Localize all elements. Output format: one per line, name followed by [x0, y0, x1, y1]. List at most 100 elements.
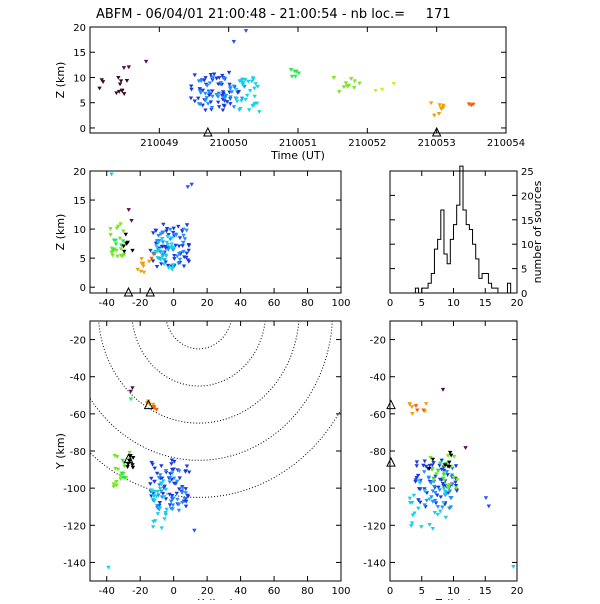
source-point: [246, 108, 252, 112]
source-point: [198, 102, 203, 107]
source-point: [228, 97, 233, 101]
source-point: [141, 270, 147, 275]
source-point: [181, 227, 186, 232]
source-point: [165, 263, 171, 268]
source-point: [169, 242, 174, 247]
source-point: [224, 100, 230, 104]
source-point: [238, 79, 244, 83]
y-tick-label: -60: [370, 410, 386, 421]
x-tick-label: 210051: [279, 138, 317, 149]
source-point: [470, 102, 476, 107]
source-point: [218, 81, 224, 85]
source-point: [169, 494, 175, 498]
source-point: [210, 94, 215, 99]
source-point: [140, 261, 146, 266]
source-point: [119, 88, 125, 93]
y-tick-label: 20: [73, 23, 86, 34]
source-point: [352, 79, 357, 84]
source-point: [431, 484, 437, 489]
source-point: [430, 457, 436, 462]
source-point: [162, 484, 167, 489]
source-point: [117, 236, 123, 241]
source-point: [118, 253, 124, 258]
source-point: [483, 496, 489, 501]
source-point: [427, 523, 432, 527]
source-point: [243, 29, 249, 33]
source-point: [129, 218, 134, 223]
source-point: [208, 100, 214, 105]
x-tick-label: 60: [268, 586, 281, 597]
x-tick-label: 40: [234, 586, 247, 597]
source-point: [186, 248, 191, 253]
source-point: [181, 241, 186, 245]
source-point: [421, 408, 426, 413]
source-point: [151, 402, 156, 407]
source-point: [192, 528, 197, 533]
source-point: [216, 105, 222, 109]
source-point: [118, 247, 124, 252]
range-ring: [90, 321, 333, 461]
source-point: [331, 76, 337, 80]
y-tick-label: -40: [370, 373, 386, 384]
source-point: [118, 79, 124, 84]
source-point: [391, 81, 396, 86]
source-point: [445, 464, 451, 469]
source-point: [160, 250, 166, 255]
source-point: [169, 458, 175, 463]
source-point: [116, 89, 122, 94]
source-point: [165, 234, 170, 239]
source-point: [415, 408, 420, 413]
source-point: [160, 240, 166, 245]
source-point: [115, 454, 120, 459]
source-point: [183, 504, 189, 509]
source-point: [122, 464, 127, 469]
x-tick-label: 100: [331, 298, 350, 309]
source-point: [168, 227, 173, 232]
source-point: [422, 488, 428, 493]
source-point: [432, 498, 438, 503]
x-tick-label: 0: [387, 298, 393, 309]
range-ring: [98, 321, 300, 424]
source-point: [154, 407, 159, 412]
source-point: [155, 512, 161, 516]
source-point: [160, 479, 166, 484]
source-point: [176, 261, 181, 266]
source-point: [228, 95, 233, 100]
source-point: [463, 446, 468, 450]
source-point: [155, 489, 160, 494]
source-point: [163, 468, 169, 473]
source-point: [160, 491, 166, 496]
source-point: [141, 264, 146, 269]
source-point: [163, 511, 168, 515]
source-point: [423, 402, 429, 406]
source-point: [150, 259, 156, 264]
source-point: [152, 479, 157, 484]
y-tick-label: 15: [73, 196, 86, 207]
source-point: [251, 77, 256, 82]
source-point: [430, 489, 435, 494]
source-point: [212, 72, 217, 77]
source-point: [167, 480, 172, 485]
source-point: [440, 476, 446, 481]
x-tick-label: 20: [201, 298, 214, 309]
source-point: [437, 463, 442, 468]
y-tick-label: -140: [363, 558, 386, 569]
source-point: [448, 453, 454, 458]
source-point: [159, 526, 164, 531]
source-point: [162, 244, 168, 249]
source-point: [170, 471, 175, 476]
source-point: [117, 82, 123, 87]
source-point: [167, 492, 172, 497]
source-point: [157, 487, 163, 491]
source-point: [176, 508, 182, 513]
source-point: [150, 462, 155, 467]
source-point: [175, 497, 180, 502]
source-point: [203, 91, 208, 96]
x-z-panel: -40 -20 0 20 40 60 80 100 0 5 10 15 20 Z (km): [54, 167, 351, 309]
source-point: [407, 496, 413, 501]
source-point: [109, 250, 114, 255]
source-point: [176, 224, 181, 229]
source-point: [182, 255, 187, 260]
source-point: [171, 496, 176, 501]
source-point: [210, 78, 215, 83]
